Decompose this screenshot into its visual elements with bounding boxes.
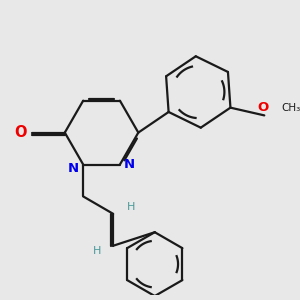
Text: O: O	[14, 125, 27, 140]
Text: N: N	[68, 162, 79, 175]
Text: H: H	[92, 246, 101, 256]
Text: H: H	[126, 202, 135, 212]
Text: O: O	[258, 101, 269, 114]
Text: N: N	[124, 158, 135, 171]
Text: CH₃: CH₃	[282, 103, 300, 113]
